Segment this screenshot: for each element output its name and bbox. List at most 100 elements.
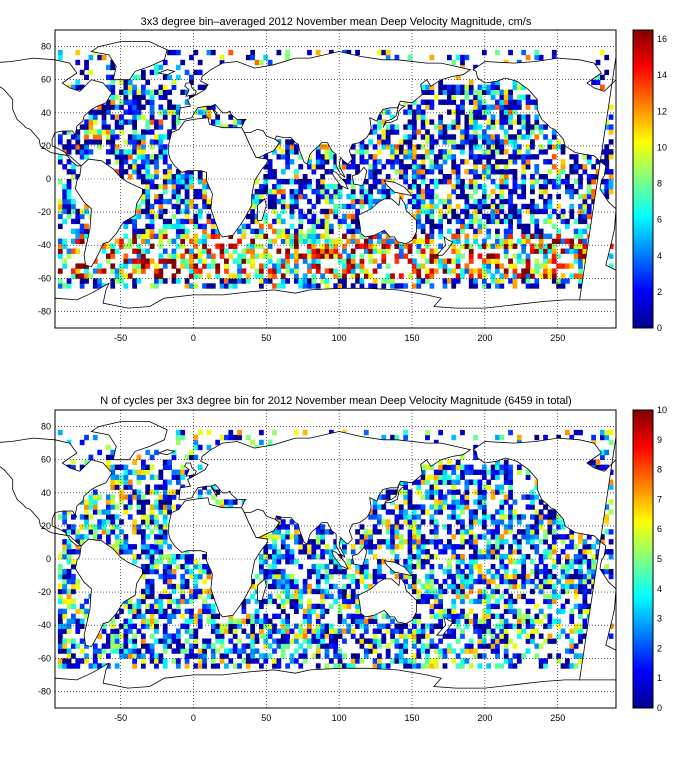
data-cell xyxy=(394,154,400,160)
data-cell xyxy=(455,593,461,600)
data-cell xyxy=(551,268,557,274)
data-cell xyxy=(473,648,478,654)
data-cell xyxy=(416,243,422,249)
data-cell xyxy=(455,653,461,659)
data-cell xyxy=(521,268,527,274)
data-cell xyxy=(62,554,68,560)
data-cell xyxy=(599,534,605,540)
data-cell xyxy=(425,183,430,190)
data-cell xyxy=(162,568,168,575)
data-cell xyxy=(119,544,124,550)
data-cell xyxy=(119,489,124,495)
data-cell xyxy=(206,283,212,289)
data-cell xyxy=(543,124,548,130)
data-cell xyxy=(412,638,417,644)
data-cell xyxy=(193,283,199,289)
data-cell xyxy=(342,593,347,600)
data-cell xyxy=(250,218,256,225)
data-cell xyxy=(92,643,98,649)
data-cell xyxy=(569,248,575,254)
data-cell xyxy=(254,179,260,185)
data-cell xyxy=(451,509,457,515)
data-cell xyxy=(516,258,522,264)
data-cell xyxy=(267,273,273,279)
data-cell xyxy=(171,613,177,619)
data-cell xyxy=(66,509,72,515)
data-cell xyxy=(412,183,417,190)
data-cell xyxy=(315,588,321,595)
data-cell xyxy=(272,203,277,210)
data-cell xyxy=(350,238,356,244)
data-cell xyxy=(530,623,535,629)
data-cell xyxy=(154,598,159,605)
data-cell xyxy=(468,203,474,210)
data-cell xyxy=(573,253,579,259)
data-cell xyxy=(599,429,605,436)
data-cell xyxy=(551,583,557,590)
data-cell xyxy=(285,583,290,590)
data-cell xyxy=(92,534,98,540)
data-cell xyxy=(114,643,120,649)
data-cell xyxy=(425,273,430,279)
data-cell xyxy=(394,519,400,525)
data-cell xyxy=(175,603,181,610)
data-cell xyxy=(110,144,116,150)
data-cell xyxy=(481,203,487,210)
data-cell xyxy=(499,169,505,175)
data-cell xyxy=(106,514,111,520)
data-cell xyxy=(311,253,317,259)
data-cell xyxy=(315,248,321,254)
data-cell xyxy=(333,268,339,274)
data-cell xyxy=(119,539,124,545)
data-cell xyxy=(127,484,133,490)
data-cell xyxy=(110,618,116,624)
data-cell xyxy=(551,208,557,215)
data-cell xyxy=(337,588,343,595)
data-cell xyxy=(154,273,159,279)
data-cell xyxy=(315,568,321,575)
data-cell xyxy=(368,549,374,555)
data-cell xyxy=(547,268,553,274)
data-cell xyxy=(171,598,177,605)
data-cell xyxy=(407,663,413,669)
data-cell xyxy=(363,648,369,654)
data-cell xyxy=(403,139,409,145)
data-cell xyxy=(599,74,605,81)
data-cell xyxy=(259,263,264,269)
data-cell xyxy=(333,208,339,215)
data-cell xyxy=(123,648,129,654)
data-cell xyxy=(189,559,194,565)
data-cell xyxy=(149,603,155,610)
data-cell xyxy=(71,514,76,520)
x-tick-labels: -50 0 50 100 150 200 250 xyxy=(114,713,565,723)
data-cell xyxy=(280,198,286,205)
data-cell xyxy=(315,643,321,649)
data-cell xyxy=(276,529,282,535)
data-cell xyxy=(88,124,94,130)
data-cell xyxy=(263,278,269,284)
data-cell xyxy=(481,499,487,505)
landmass-sumatra xyxy=(331,170,349,190)
data-cell xyxy=(92,134,98,140)
data-cell xyxy=(71,613,76,619)
data-cell xyxy=(333,643,339,649)
data-cell xyxy=(565,648,570,654)
data-cell xyxy=(145,154,151,160)
data-cell xyxy=(114,278,120,284)
data-cell xyxy=(71,559,76,565)
data-cell xyxy=(429,144,435,150)
data-cell xyxy=(420,539,426,545)
data-cell xyxy=(189,568,194,575)
data-cell xyxy=(272,573,277,580)
data-cell xyxy=(368,248,374,254)
data-cell xyxy=(473,559,478,565)
data-cell xyxy=(521,164,527,170)
data-cell xyxy=(516,99,522,105)
data-cell xyxy=(521,618,527,624)
data-cell xyxy=(237,653,242,659)
data-cell xyxy=(455,459,461,466)
data-cell xyxy=(425,578,430,585)
data-cell xyxy=(136,149,142,155)
data-cell xyxy=(512,84,518,90)
data-cell xyxy=(578,258,583,264)
